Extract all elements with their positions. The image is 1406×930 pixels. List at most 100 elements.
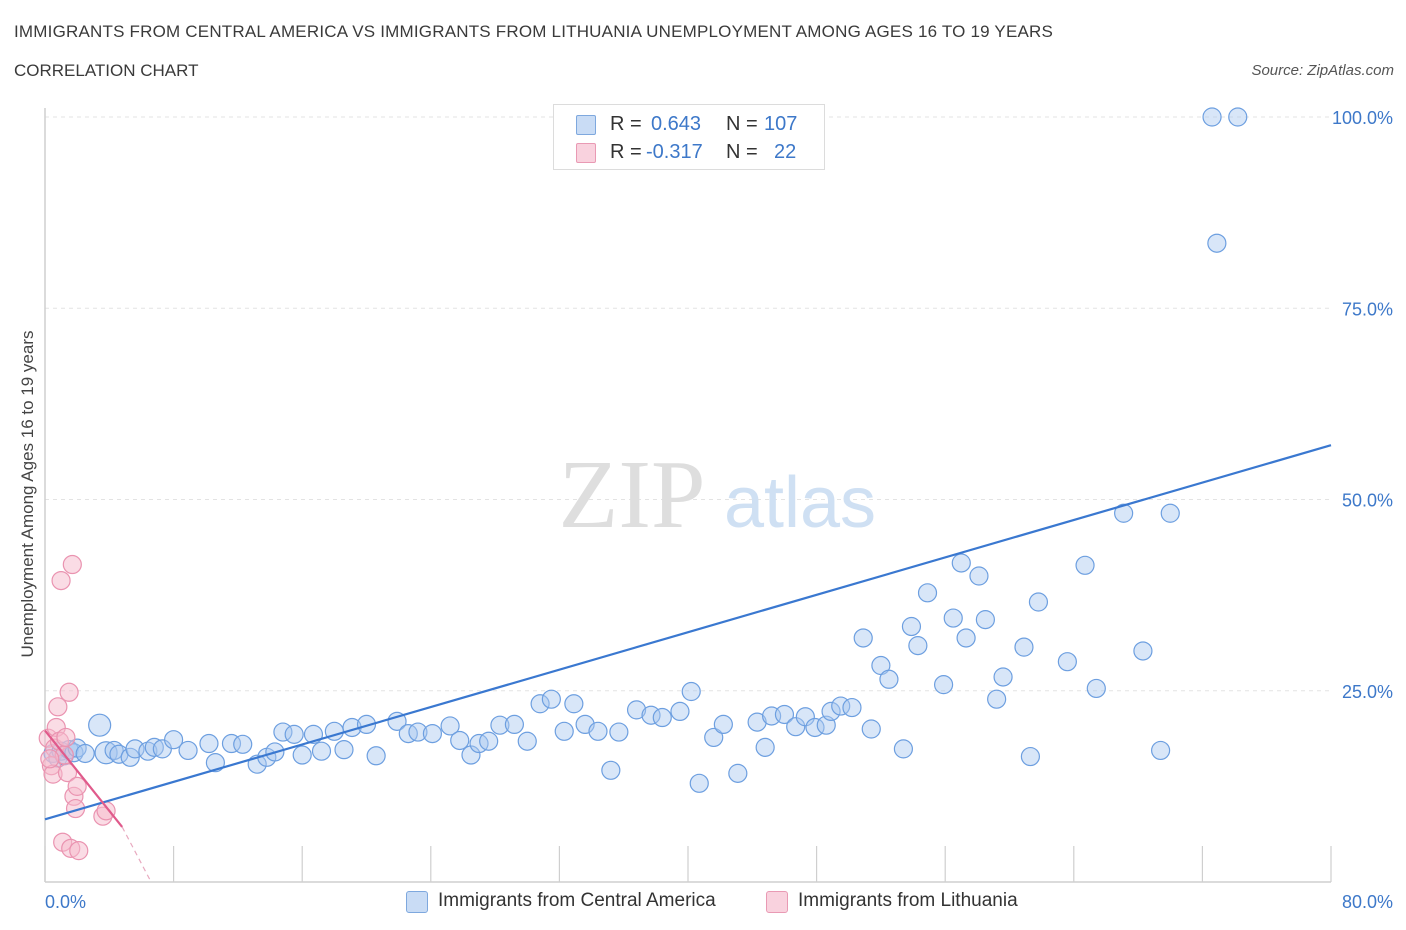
data-point-central-america [450,730,470,751]
data-point-central-america [975,610,995,630]
data-point-central-america [334,740,354,760]
data-point-central-america [1057,652,1077,672]
data-point-central-america [1086,678,1106,699]
data-point-central-america [75,743,95,764]
data-point-central-america [1075,555,1095,575]
legend-swatch-blue [406,891,428,913]
series-lithuania-points [38,554,116,861]
data-point-central-america [422,723,443,744]
data-point-lithuania [67,776,87,796]
data-point-central-america [490,715,510,735]
stats-n-value: 22 [774,141,797,163]
data-point-central-america [144,737,164,757]
trendline-central-america [44,444,1332,821]
chart-title: IMMIGRANTS FROM CENTRAL AMERICA VS IMMIG… [14,22,1054,41]
data-point-lithuania [51,570,71,591]
data-point-central-america [1207,233,1227,253]
data-point-central-america [1114,503,1134,523]
data-point-central-america [88,713,112,737]
data-point-central-america [993,667,1013,687]
data-point-central-america [440,716,460,736]
data-point-central-america [1160,503,1180,523]
data-point-central-america [408,722,428,742]
series-central-america-points [43,107,1248,793]
data-point-central-america [94,741,118,765]
data-point-central-america [609,722,629,742]
data-point-central-america [311,741,332,761]
tick-labels: 25.0% 50.0% 75.0% 100.0% 0.0% 80.0% [45,108,1393,912]
data-point-central-america [853,628,873,648]
y-tick-label: 50.0% [1342,491,1393,511]
data-point-central-america [1020,746,1040,767]
data-point-lithuania [69,841,89,861]
data-point-central-america [704,727,724,748]
source-credit: Source: ZipAtlas.com [1251,62,1394,79]
data-point-central-america [541,689,561,709]
stats-r-label: R = [610,141,642,163]
data-point-central-america [786,717,806,737]
data-point-central-america [908,636,928,656]
y-tick-label: 75.0% [1342,299,1393,319]
data-point-central-america [356,714,377,735]
data-point-lithuania [59,682,79,702]
trendlines [44,444,1332,883]
x-tick-label: 80.0% [1342,892,1393,912]
data-point-central-america [366,746,386,766]
data-point-central-america [842,697,862,718]
legend-label: Immigrants from Central America [438,890,716,911]
data-point-central-america [588,721,608,741]
zipatlas-watermark: ZIP atlas [559,441,877,549]
data-point-central-america [1028,592,1049,612]
stats-swatch-blue [576,115,596,135]
data-point-lithuania [48,697,68,717]
data-point-central-america [461,745,481,765]
stats-box: R = 0.643 N = 107 R = -0.317 N = 22 [553,104,825,170]
data-point-central-america [879,669,899,689]
data-point-central-america [479,731,499,751]
legend-label: Immigrants from Lithuania [798,890,1018,911]
watermark-zip: ZIP [559,441,706,549]
data-point-central-america [1151,740,1171,761]
data-point-central-america [987,689,1007,709]
data-point-central-america [530,694,550,714]
data-point-central-america [199,733,219,754]
data-point-central-america [747,712,767,732]
data-point-lithuania [62,554,82,575]
legend-swatch-pink [766,891,788,913]
data-point-central-america [901,616,922,637]
data-point-central-america [284,724,304,744]
data-point-central-america [917,583,938,603]
stats-n-label: N = [726,141,758,163]
watermark-atlas: atlas [724,463,876,543]
data-point-lithuania [56,727,76,748]
x-tick-label: 0.0% [45,892,86,912]
data-point-central-america [554,721,574,741]
data-point-central-america [233,734,253,754]
data-point-central-america [398,723,418,744]
data-point-central-america [387,711,407,731]
data-point-central-america [774,704,795,725]
data-point-central-america [652,707,672,728]
data-point-central-america [504,714,524,735]
stats-n-label: N = [726,113,758,135]
data-point-lithuania [40,749,60,769]
data-point-central-america [728,763,748,783]
data-point-central-america [795,707,815,727]
data-point-lithuania [96,801,116,821]
trendline-lithuania [44,729,124,828]
data-point-central-america [943,608,963,628]
data-point-central-america [861,719,881,739]
data-point-lithuania [57,763,78,783]
data-point-central-america [821,701,841,722]
data-point-central-america [626,700,647,720]
data-point-central-america [755,737,775,757]
data-point-central-america [713,714,733,735]
data-point-central-america [893,739,914,759]
data-point-central-america [681,681,701,702]
stats-n-value: 107 [764,113,798,135]
stats-swatch-pink [576,143,596,163]
data-point-central-america [1014,637,1034,657]
data-point-central-america [601,760,621,780]
y-tick-label: 25.0% [1342,682,1393,702]
